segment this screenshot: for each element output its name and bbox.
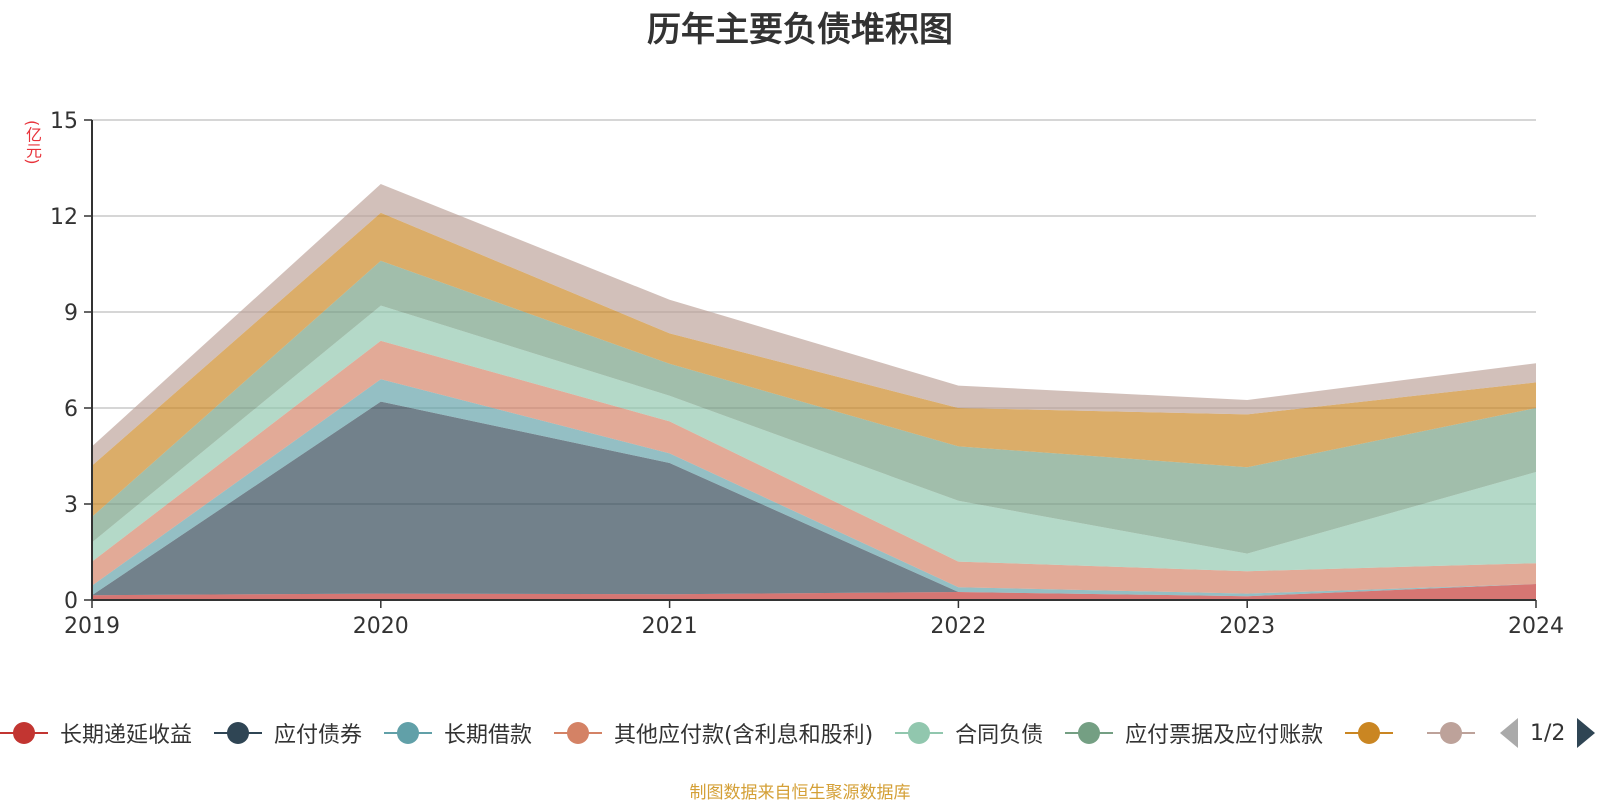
area-series-3[interactable] <box>92 340 1536 594</box>
y-tick-label: 15 <box>50 109 78 134</box>
legend-pager: 1/2 <box>1500 715 1596 751</box>
x-tick-label: 2020 <box>353 614 409 639</box>
y-tick-label: 9 <box>64 301 78 326</box>
area-series-1[interactable] <box>92 401 1536 597</box>
legend-label: 其他应付款(含利息和股利) <box>614 723 874 748</box>
x-tick-label: 2021 <box>642 614 698 639</box>
legend-marker-icon <box>1427 721 1476 745</box>
y-tick-label: 3 <box>64 493 78 518</box>
data-source-note: 制图数据来自恒生聚源数据库 <box>689 783 911 803</box>
legend-label: 长期借款 <box>444 723 533 748</box>
legend-item-3[interactable]: 其他应付款(含利息和股利) <box>554 715 873 751</box>
chart-title: 历年主要负债堆积图 <box>647 10 953 50</box>
legend-marker-icon <box>554 721 602 745</box>
x-tick-label: 2019 <box>64 614 120 639</box>
legend-marker-icon <box>214 721 262 745</box>
legend-item-7[interactable] <box>1427 715 1476 751</box>
legend-label: 长期递延收益 <box>60 723 193 748</box>
area-series <box>92 184 1536 600</box>
legend-marker-icon <box>384 721 432 745</box>
area-series-5[interactable] <box>92 260 1536 554</box>
tick-labels: 0 3 6 9 12 15 2019 2020 2021 2022 2023 2024 <box>50 109 1564 639</box>
y-tick-label: 12 <box>50 205 78 230</box>
axes <box>84 119 1537 608</box>
y-axis-unit-label: (亿元) <box>23 120 42 165</box>
legend-label: 应付票据及应付账款 <box>1125 723 1324 748</box>
area-series-4[interactable] <box>92 305 1536 572</box>
y-tick-label: 6 <box>64 397 78 422</box>
legend-item-1[interactable]: 应付债券 <box>214 715 362 751</box>
area-series-6[interactable] <box>92 212 1536 517</box>
legend-item-5[interactable]: 应付票据及应付账款 <box>1065 715 1323 751</box>
x-tick-label: 2022 <box>930 614 986 639</box>
x-tick-label: 2023 <box>1219 614 1275 639</box>
legend-page-indicator: 1/2 <box>1530 720 1566 746</box>
area-series-0[interactable] <box>92 584 1536 600</box>
legend-item-4[interactable]: 合同负债 <box>895 715 1043 751</box>
legend-marker-icon <box>1345 721 1394 745</box>
legend: 长期递延收益 应付债券 长期借款 其他应付款(含利息和股利) 合同负债 应付票据及应付账款… <box>0 715 1600 755</box>
legend-next-page-icon[interactable] <box>1577 718 1596 748</box>
x-tick-label: 2024 <box>1508 614 1564 639</box>
legend-prev-page-icon[interactable] <box>1500 718 1518 748</box>
legend-marker-icon <box>895 721 944 745</box>
legend-label: 合同负债 <box>955 723 1044 748</box>
legend-item-6[interactable] <box>1345 715 1405 751</box>
legend-items: 长期递延收益 应付债券 长期借款 其他应付款(含利息和股利) 合同负债 应付票据及应付账款 <box>0 715 1476 755</box>
legend-marker-icon <box>1065 721 1114 745</box>
legend-marker-icon <box>0 721 48 745</box>
legend-label: 应付债券 <box>274 723 363 748</box>
legend-item-0[interactable]: 长期递延收益 <box>0 715 192 751</box>
y-tick-label: 0 <box>64 589 78 614</box>
legend-item-2[interactable]: 长期借款 <box>384 715 532 751</box>
